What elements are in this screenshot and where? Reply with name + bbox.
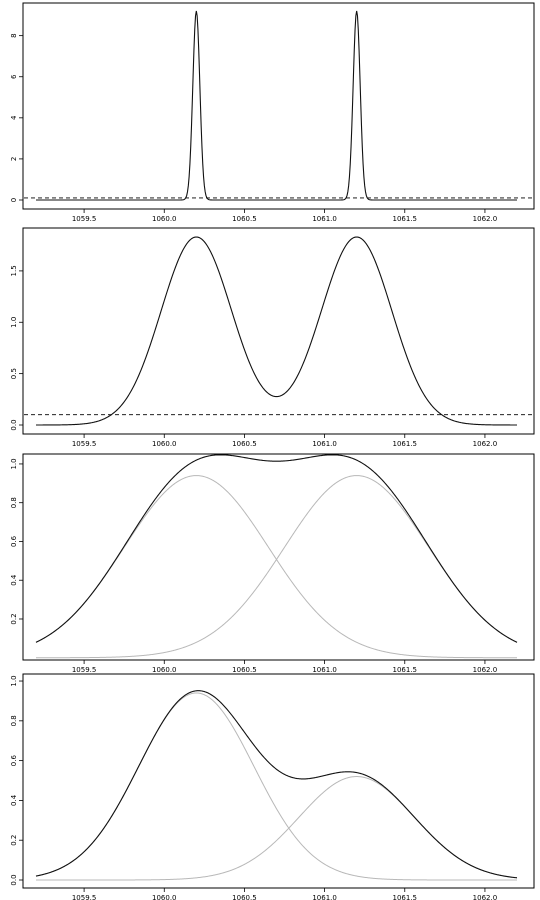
y-tick-label: 0.8 [10,715,18,726]
density-curve [35,454,518,643]
y-tick-label: 1.0 [10,458,18,469]
x-tick-label: 1060.5 [232,666,257,674]
x-tick-label: 1060.0 [152,666,177,674]
plot-frame [22,673,535,889]
x-tick-label: 1060.5 [232,440,257,448]
x-tick-label: 1061.5 [393,666,418,674]
component-curve-2 [36,776,518,881]
x-tick-label: 1060.5 [232,894,257,900]
x-tick-label: 1062.0 [473,894,498,900]
plot-frame [22,2,535,210]
y-tick-label: 0.6 [10,755,18,767]
y-tick-label: 0.4 [10,574,18,586]
y-tick-label: 0.2 [10,835,18,846]
plot-frame [22,227,535,435]
chart-panel-2: 1059.5 1060.0 1060.5 1061.0 1061.5 1062.0 0.0 0… [10,227,535,448]
plot-frame [22,453,535,661]
y-tick-label: 0 [10,198,18,202]
x-tick-label: 1062.0 [473,215,498,223]
density-curve [36,10,517,201]
x-tick-label: 1062.0 [473,666,498,674]
y-tick-label: 0.0 [10,419,18,430]
x-tick-label: 1059.5 [72,215,97,223]
y-tick-label: 8 [10,33,18,37]
x-tick-label: 1061.0 [312,440,337,448]
x-tick-label: 1061.5 [393,440,418,448]
y-tick-label: 0.5 [10,368,18,379]
x-tick-label: 1060.0 [152,215,177,223]
x-tick-label: 1060.0 [152,894,177,900]
y-tick-label: 1.5 [10,265,18,276]
y-tick-label: 0.4 [10,794,18,806]
y-tick-label: 0.8 [10,497,18,508]
x-tick-label: 1061.0 [312,894,337,900]
density-curve [35,690,518,879]
component-curve-1 [35,692,517,881]
y-tick-label: 1.0 [10,317,18,328]
chart-panel-3: 1059.5 1060.0 1060.5 1061.0 1061.5 1062.0 0.2 0… [10,453,535,674]
chart-panel-1: 1059.5 1060.0 1060.5 1061.0 1061.5 1062.0 0 2 4 6… [10,2,535,223]
component-curve-1 [35,475,517,659]
x-tick-label: 1061.0 [312,666,337,674]
x-tick-label: 1061.5 [393,894,418,900]
x-tick-label: 1062.0 [473,440,498,448]
y-tick-label: 0.2 [10,613,18,624]
y-tick-label: 1.0 [10,675,18,686]
x-tick-label: 1060.0 [152,440,177,448]
x-tick-label: 1059.5 [72,440,97,448]
density-curve [36,236,517,426]
y-tick-label: 6 [10,74,18,79]
chart-panel-4: 1059.5 1060.0 1060.5 1061.0 1061.5 1062.0 0.0 0… [10,673,535,900]
y-tick-label: 4 [10,115,18,120]
x-tick-label: 1061.0 [312,215,337,223]
y-tick-label: 2 [10,157,18,161]
x-tick-label: 1059.5 [72,894,97,900]
component-curve-2 [36,475,518,659]
y-tick-label: 0.0 [10,874,18,885]
x-tick-label: 1059.5 [72,666,97,674]
y-tick-label: 0.6 [10,535,18,547]
x-tick-label: 1061.5 [393,215,418,223]
x-tick-label: 1060.5 [232,215,257,223]
